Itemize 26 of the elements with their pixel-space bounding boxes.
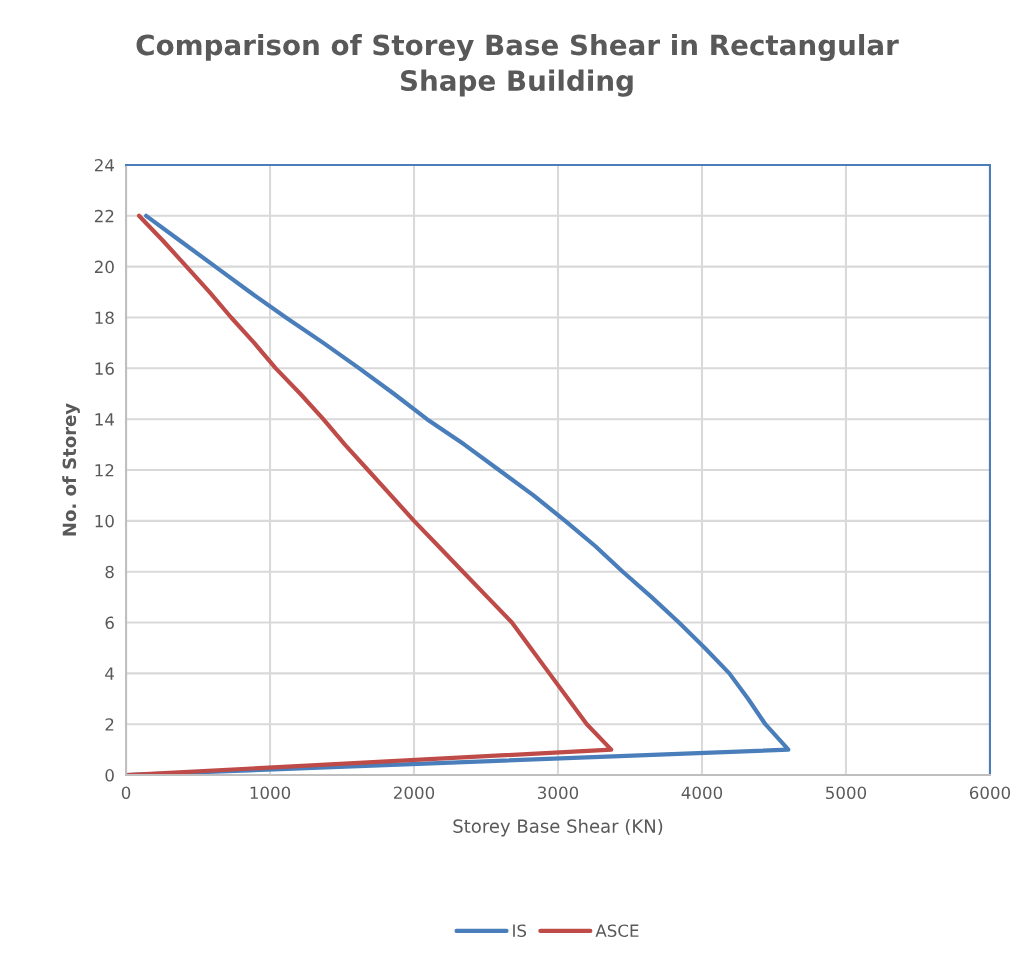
y-tick-label: 6: [105, 616, 114, 630]
line-series: [126, 213, 614, 776]
y-tick-label: 10: [95, 514, 114, 528]
legend-label: ASCE: [595, 924, 639, 937]
y-tick-label: 2: [105, 718, 114, 731]
y-tick-label: 24: [94, 158, 114, 172]
y-tick-label: 16: [95, 362, 114, 375]
x-tick-label: 1000: [250, 786, 291, 800]
y-tick-label: 0: [105, 769, 114, 782]
x-axis-title: Storey Base Shear (KN): [453, 818, 663, 837]
x-tick-label: 6000: [969, 786, 1011, 800]
legend-label: IS: [513, 924, 527, 937]
y-tick-label: 14: [95, 413, 114, 426]
x-tick-label: 4000: [681, 786, 723, 800]
y-tick-label: 18: [95, 311, 114, 325]
x-tick-label: 2000: [394, 786, 435, 800]
y-tick-label: 4: [105, 667, 114, 680]
chart-title: Comparison of Storey Base Shear in Rectangular Shape Building: [136, 33, 899, 97]
x-tick-label: 3000: [538, 786, 579, 800]
y-tick-label: 12: [95, 463, 114, 477]
y-tick-label: 22: [94, 209, 114, 223]
y-tick-label: 8: [105, 565, 114, 579]
y-tick-label: 20: [94, 260, 114, 274]
x-tick-label: 5000: [826, 786, 867, 800]
x-tick-label: 0: [121, 786, 131, 800]
y-axis-title: No. of Storey: [62, 403, 80, 536]
